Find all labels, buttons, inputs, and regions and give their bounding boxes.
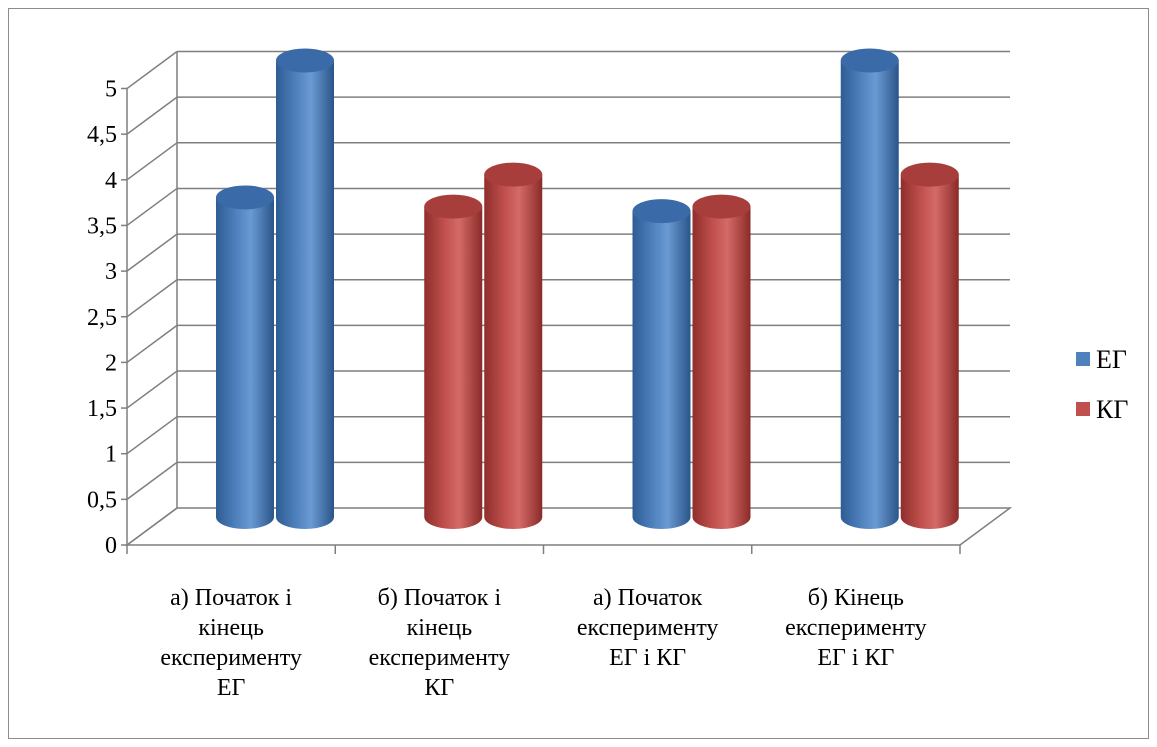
- y-tick-label: 0: [105, 533, 117, 559]
- y-tick-label: 4,5: [87, 122, 117, 148]
- y-tick-label: 0,5: [87, 487, 117, 513]
- side-wall-gridline: [126, 416, 178, 455]
- bar: [632, 199, 691, 529]
- bar-top: [216, 185, 274, 210]
- bar: [692, 194, 751, 529]
- bar-top: [484, 162, 543, 187]
- x-category-label-line: експерименту: [785, 615, 927, 641]
- y-tick-label: 3,5: [87, 213, 117, 239]
- y-tick-label: 1,5: [87, 396, 117, 422]
- legend: ЕГ КГ: [1076, 345, 1128, 424]
- floor: [124, 507, 1013, 546]
- y-tick-label: 1: [105, 442, 117, 468]
- bar-top: [900, 162, 959, 187]
- bar: [276, 48, 334, 529]
- x-category-label-line: б) Кінець: [808, 585, 904, 611]
- x-category-label-line: КГ: [424, 675, 454, 701]
- bar-body: [276, 60, 334, 529]
- bar-body: [484, 174, 543, 529]
- bar-top: [424, 194, 483, 219]
- side-wall-gridline: [126, 279, 178, 318]
- legend-label: КГ: [1096, 395, 1128, 424]
- y-tick-label: 3: [105, 259, 117, 285]
- y-tick-label: 2: [105, 350, 117, 376]
- bar-body: [692, 206, 751, 529]
- x-category-label-line: ЕГ і КГ: [817, 645, 894, 671]
- x-category-label: б) Кінець експерименту ЕГ і КГ: [785, 585, 927, 671]
- y-tick-label: 5: [105, 77, 117, 103]
- bar-body: [424, 206, 483, 529]
- side-wall-gridline: [126, 461, 178, 500]
- bar-body: [840, 60, 899, 529]
- y-tick-label: 2,5: [87, 305, 117, 331]
- x-category-label-line: кінець: [198, 615, 264, 641]
- x-category-label-line: а) Початок: [593, 585, 703, 611]
- bar-body: [216, 197, 274, 529]
- side-wall-gridline: [126, 324, 178, 364]
- x-category-label-line: експерименту: [369, 645, 511, 671]
- axes: [121, 87, 1013, 554]
- side-wall-gridline: [126, 370, 178, 409]
- y-tick-label: 4: [105, 168, 117, 194]
- bar: [216, 185, 274, 529]
- legend-label: ЕГ: [1096, 345, 1127, 374]
- x-category-label: а) Початок експерименту ЕГ і КГ: [577, 585, 719, 671]
- bar-top: [692, 194, 751, 219]
- side-wall-gridline: [126, 96, 178, 135]
- legend-swatch: [1076, 402, 1090, 416]
- x-category-label-line: б) Початок і: [378, 585, 502, 611]
- bar-body: [632, 211, 691, 529]
- bar: [424, 194, 483, 529]
- x-category-label-line: кінець: [407, 615, 473, 641]
- side-wall-gridline: [126, 142, 178, 181]
- bar-top: [632, 199, 691, 224]
- bar-top: [276, 48, 334, 73]
- y-tick-labels: 0 0,5 1 1,5 2 2,5 3 3,5 4 4,5 5: [87, 77, 117, 560]
- x-category-label: б) Початок і кінець експерименту КГ: [369, 585, 511, 701]
- bar: [484, 162, 543, 529]
- legend-swatch: [1076, 352, 1090, 366]
- bar-top: [840, 48, 899, 73]
- x-category-label-line: ЕГ і КГ: [609, 645, 686, 671]
- category-labels: а) Початок і кінець експерименту ЕГ б) Почат…: [160, 585, 926, 701]
- bar: [900, 162, 959, 529]
- x-category-label-line: а) Початок і: [170, 585, 292, 611]
- chart-frame: [8, 8, 1149, 739]
- bar: [840, 48, 899, 529]
- x-category-label-line: експерименту: [577, 615, 719, 641]
- side-wall-gridline: [126, 233, 178, 272]
- x-category-label-line: експерименту: [160, 645, 302, 671]
- bars: [216, 48, 959, 529]
- bar-body: [900, 174, 959, 529]
- x-category-label-line: ЕГ: [217, 675, 246, 701]
- x-category-label: а) Початок і кінець експерименту ЕГ: [160, 585, 302, 701]
- side-wall-gridline: [126, 187, 178, 227]
- side-wall-gridline: [126, 50, 178, 90]
